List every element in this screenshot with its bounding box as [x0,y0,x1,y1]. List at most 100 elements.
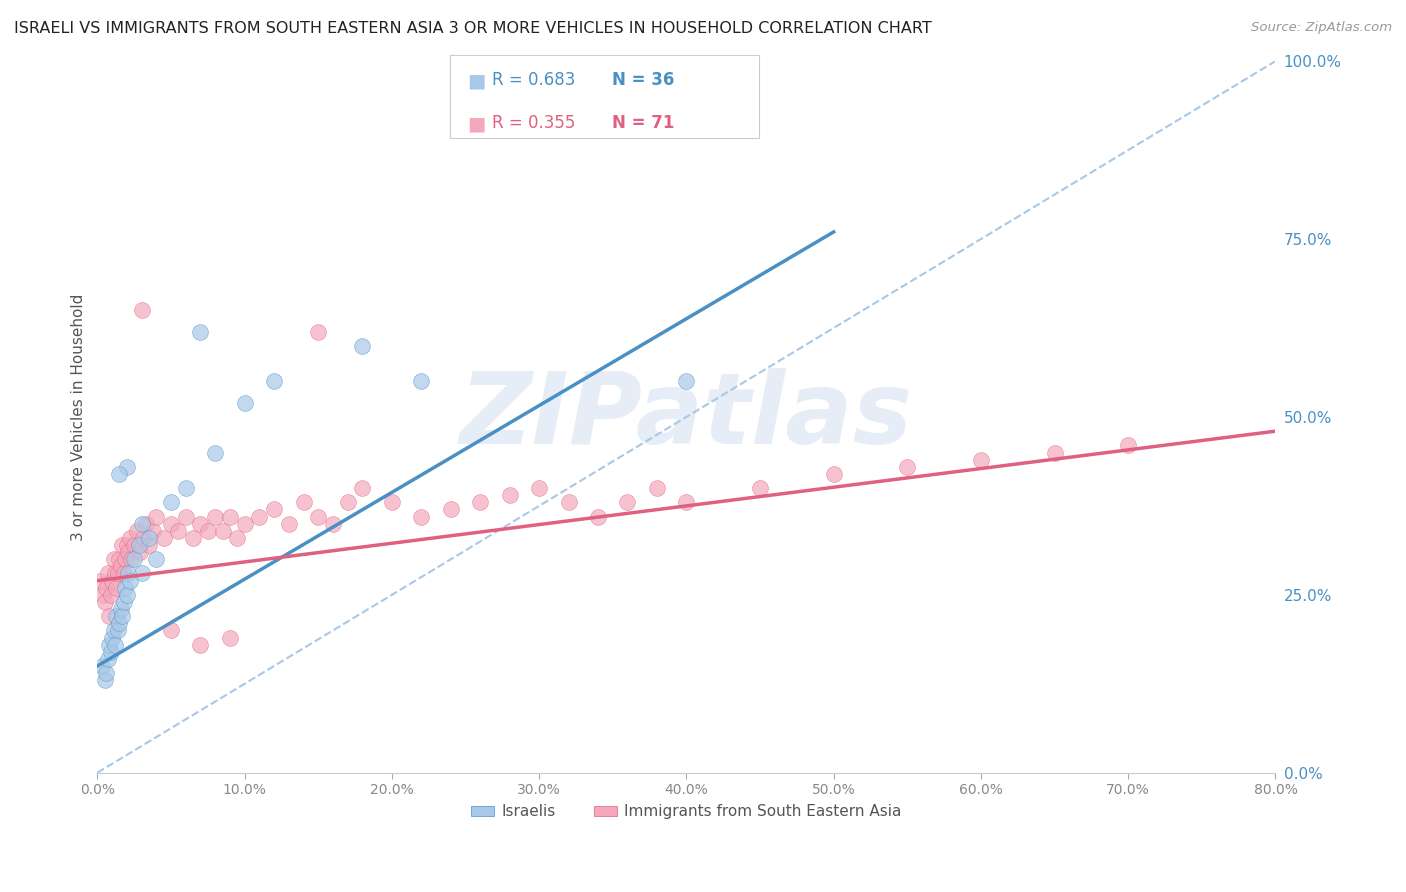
Point [142,524,165,538]
Point [114,581,136,595]
Point [233,395,256,409]
Point [91,588,114,602]
Point [1043,445,1066,459]
Point [167,524,190,538]
Point [131,566,153,581]
Point [411,375,433,389]
Point [98,638,121,652]
Point [122,538,145,552]
Text: Source: ZipAtlas.com: Source: ZipAtlas.com [1251,21,1392,34]
Point [112,595,135,609]
Point [586,509,609,524]
Point [675,375,697,389]
Point [120,552,142,566]
Point [105,581,128,595]
Point [101,574,124,588]
Point [131,516,153,531]
Text: ■: ■ [467,71,485,90]
Point [118,531,141,545]
Point [322,516,344,531]
Point [108,467,131,481]
Point [160,495,183,509]
Point [381,495,404,509]
Point [97,566,120,581]
Point [97,652,120,666]
Point [115,588,138,602]
Point [104,566,127,581]
Point [138,538,160,552]
Point [174,509,197,524]
Point [145,552,167,566]
Point [616,495,638,509]
Point [233,516,256,531]
Point [135,516,157,531]
Point [307,325,329,339]
Text: ZIPatlas: ZIPatlas [460,368,912,466]
Point [127,524,149,538]
Point [104,638,127,652]
Point [823,467,845,481]
Point [197,524,219,538]
Point [527,481,550,495]
Point [190,325,212,339]
Point [263,502,285,516]
Point [117,566,139,581]
Point [190,638,212,652]
Point [470,495,492,509]
Point [675,495,697,509]
Point [440,502,463,516]
Point [1116,438,1139,452]
Point [336,495,359,509]
Point [219,631,242,645]
Point [160,624,183,638]
Point [204,509,226,524]
Point [145,509,167,524]
Point [122,552,145,566]
Point [204,445,226,459]
Point [292,495,315,509]
Point [557,495,579,509]
Point [114,552,136,566]
Point [181,531,204,545]
Point [247,509,270,524]
Text: ISRAELI VS IMMIGRANTS FROM SOUTH EASTERN ASIA 3 OR MORE VEHICLES IN HOUSEHOLD CO: ISRAELI VS IMMIGRANTS FROM SOUTH EASTERN… [14,21,932,36]
Point [211,524,233,538]
Point [93,595,115,609]
Point [896,459,918,474]
Point [96,666,118,681]
Point [90,659,112,673]
Point [89,574,111,588]
Point [100,645,122,659]
Text: R = 0.683: R = 0.683 [492,71,575,89]
Point [132,531,155,545]
Point [103,624,125,638]
Point [115,459,138,474]
Point [107,624,129,638]
Point [160,516,183,531]
Point [100,588,122,602]
Point [96,581,118,595]
Point [117,545,139,559]
Point [107,566,129,581]
Point [263,375,285,389]
Point [101,631,124,645]
Point [190,516,212,531]
Point [352,339,374,353]
Point [93,673,115,688]
Point [219,509,242,524]
Point [103,552,125,566]
Text: N = 71: N = 71 [612,114,673,132]
Point [129,545,152,559]
Point [111,609,134,624]
Point [110,559,132,574]
Point [108,616,131,631]
Point [112,566,135,581]
Point [108,552,131,566]
Point [110,602,132,616]
Point [352,481,374,495]
Point [138,531,160,545]
Point [128,538,150,552]
Point [152,531,174,545]
Point [499,488,522,502]
Point [174,481,197,495]
